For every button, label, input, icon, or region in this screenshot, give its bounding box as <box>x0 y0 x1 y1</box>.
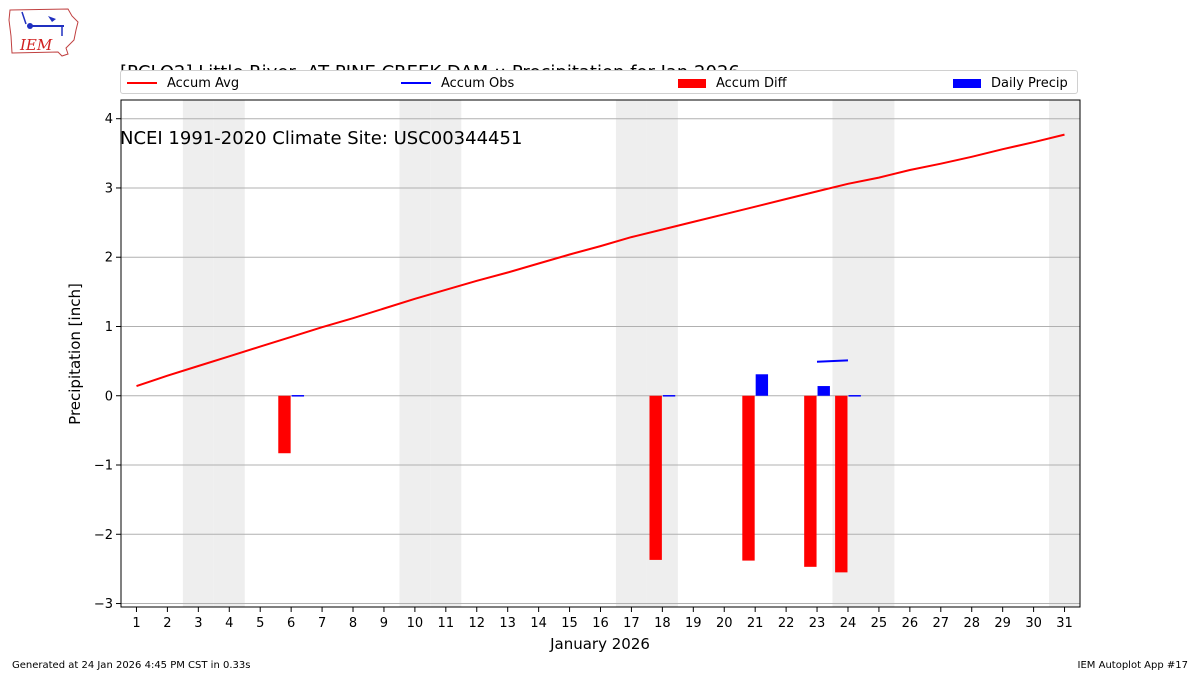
daily-precip-bar-6 <box>291 395 305 397</box>
x-tick-label-9: 9 <box>380 616 388 631</box>
x-tick-label-28: 28 <box>963 616 980 631</box>
x-tick-label-19: 19 <box>685 616 702 631</box>
daily-precip-bar-21 <box>755 374 769 396</box>
accum-diff-bar-24 <box>835 395 848 573</box>
plot-frame <box>120 99 1081 608</box>
y-axis-label: Precipitation [inch] <box>66 283 84 425</box>
daily-precip-bar-18 <box>662 395 676 397</box>
iem-logo: IEM <box>8 8 79 57</box>
x-tick-label-30: 30 <box>1025 616 1042 631</box>
y-tick-label-3: 1 <box>105 320 113 335</box>
logo-text: IEM <box>19 36 53 54</box>
x-tick-label-22: 22 <box>778 616 795 631</box>
bars <box>278 374 861 573</box>
weekend-band-11 <box>430 100 462 607</box>
x-tick-label-13: 13 <box>499 616 516 631</box>
x-tick-label-17: 17 <box>623 616 640 631</box>
daily-precip-bar-24 <box>848 395 861 397</box>
x-tick-label-18: 18 <box>654 616 671 631</box>
x-axis-label: January 2026 <box>549 635 650 653</box>
grid-lines <box>121 118 1080 605</box>
x-tick-label-27: 27 <box>933 616 950 631</box>
x-tick-label-5: 5 <box>256 616 264 631</box>
y-tick-label-0: 4 <box>105 112 113 127</box>
footer-generated: Generated at 24 Jan 2026 4:45 PM CST in … <box>12 660 251 671</box>
legend-item-daily-precip: Daily Precip <box>953 71 1068 95</box>
weekend-shading <box>182 100 1080 607</box>
x-tick-label-3: 3 <box>194 616 202 631</box>
legend-swatch-daily-precip <box>953 78 981 88</box>
x-tick-label-23: 23 <box>809 616 826 631</box>
y-tick-label-2: 2 <box>105 251 113 266</box>
y-axis-ticks: 4 3 2 1 0 −1 −2 −3 <box>94 112 121 612</box>
y-tick-label-4: 0 <box>105 389 113 404</box>
legend-swatch-accum-diff <box>678 78 706 88</box>
x-tick-label-12: 12 <box>468 616 485 631</box>
accum-diff-bar-6 <box>278 395 291 454</box>
weekend-band-31 <box>1049 100 1080 607</box>
y-tick-label-1: 3 <box>105 181 113 196</box>
weekend-band-17 <box>615 100 647 607</box>
x-tick-label-29: 29 <box>994 616 1011 631</box>
x-tick-label-31: 31 <box>1056 616 1073 631</box>
legend-swatch-accum-avg <box>127 82 157 84</box>
y-tick-label-5: −1 <box>94 459 113 474</box>
x-tick-label-26: 26 <box>902 616 919 631</box>
x-tick-label-11: 11 <box>438 616 455 631</box>
legend-item-accum-obs: Accum Obs <box>401 71 514 95</box>
legend-label-accum-obs: Accum Obs <box>441 75 515 91</box>
chart-title: [PCLO2] Little River AT PINE CREEK DAM :… <box>120 18 740 172</box>
x-tick-label-10: 10 <box>407 616 424 631</box>
x-tick-label-14: 14 <box>530 616 547 631</box>
accum-diff-bar-21 <box>742 395 755 561</box>
daily-precip-bar-23 <box>817 386 830 396</box>
x-tick-label-15: 15 <box>561 616 578 631</box>
series-lines <box>136 133 1065 388</box>
x-tick-label-2: 2 <box>163 616 171 631</box>
legend-label-accum-avg: Accum Avg <box>167 75 240 91</box>
legend-item-accum-diff: Accum Diff <box>678 71 787 95</box>
accum-obs-line <box>816 359 849 363</box>
y-tick-label-7: −3 <box>94 597 113 612</box>
accum-avg-line <box>136 133 1065 388</box>
x-tick-label-8: 8 <box>349 616 357 631</box>
legend-swatch-accum-obs <box>401 82 431 84</box>
footer-app: IEM Autoplot App #17 <box>1077 660 1188 671</box>
legend: Accum Avg Accum Obs Accum Diff Daily Pre… <box>120 70 1078 94</box>
x-tick-label-4: 4 <box>225 616 233 631</box>
accum-diff-bar-23 <box>804 395 817 567</box>
weekend-band-10 <box>399 100 431 607</box>
x-tick-label-25: 25 <box>871 616 888 631</box>
x-axis-ticks: 1 2 3 4 5 6 7 8 9 10 11 12 13 14 15 16 17 18 19 20 21 22 23 24 2… <box>132 607 1073 631</box>
weekend-band-3 <box>182 100 214 607</box>
x-tick-label-6: 6 <box>287 616 295 631</box>
weekend-band-25 <box>863 100 895 607</box>
legend-label-accum-diff: Accum Diff <box>716 75 787 91</box>
legend-item-accum-avg: Accum Avg <box>127 71 239 95</box>
y-tick-label-6: −2 <box>94 528 113 543</box>
x-tick-label-7: 7 <box>318 616 326 631</box>
accum-diff-bar-18 <box>649 395 662 560</box>
title-line-2: NCEI 1991-2020 Climate Site: USC00344451 <box>120 128 523 149</box>
x-tick-label-16: 16 <box>592 616 609 631</box>
x-tick-label-20: 20 <box>716 616 733 631</box>
legend-label-daily-precip: Daily Precip <box>991 75 1068 91</box>
x-tick-label-24: 24 <box>840 616 857 631</box>
x-tick-label-1: 1 <box>132 616 140 631</box>
x-tick-label-21: 21 <box>747 616 764 631</box>
